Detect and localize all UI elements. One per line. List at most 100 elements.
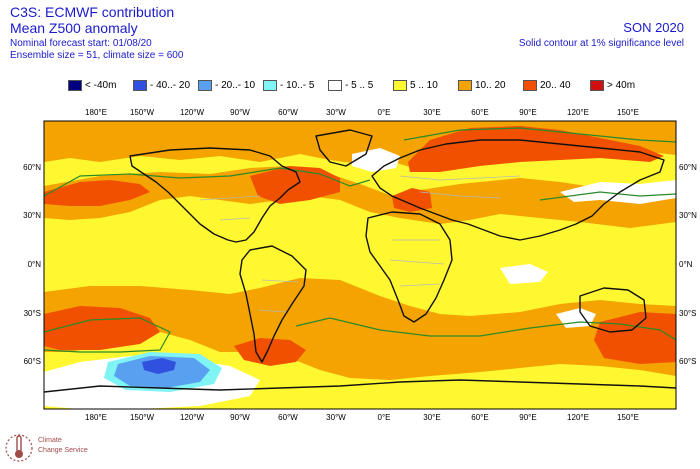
legend-label: - 20..- 10 [215, 80, 256, 91]
lon-label: 120°E [567, 108, 589, 117]
significance-contour-s-pacific [44, 317, 171, 353]
anomaly-neutral-siberia [560, 180, 676, 204]
significance-contour-southern [295, 317, 676, 341]
lon-label: 60°W [278, 108, 298, 117]
lon-label: 90°E [519, 413, 536, 422]
coast-australia [579, 287, 647, 333]
legend-swatch [328, 80, 342, 91]
legend-item: - 40..- 20 [133, 80, 190, 91]
forecast-start: Nominal forecast start: 01/08/20 [10, 38, 152, 49]
anomaly-20-40-south-pacific [44, 306, 160, 350]
logo-line-2: Change Service [38, 447, 88, 454]
legend-label: - 5 .. 5 [345, 80, 374, 91]
lon-label: 90°W [230, 413, 250, 422]
coast-greenland [315, 129, 373, 167]
border-lines [199, 175, 521, 313]
legend-item: 20.. 40 [523, 80, 571, 91]
legend-label: 20.. 40 [540, 80, 571, 91]
legend-swatch [458, 80, 472, 91]
legend-label: > 40m [607, 80, 636, 91]
lat-label: 0°N [28, 260, 42, 269]
lon-label: 0°E [378, 108, 391, 117]
coast-antarctica [44, 379, 676, 393]
legend-swatch [393, 80, 407, 91]
color-legend: < -40m - 40..- 20 - 20..- 10 - 10..- 5 -… [0, 80, 700, 100]
lon-label: 30°E [423, 413, 440, 422]
anomaly-map: 180°E 150°W 120°W 90°W 60°W 30°W 0°E 30°… [23, 108, 697, 422]
map-title: C3S: ECMWF contribution [10, 4, 175, 20]
lon-label: 150°E [617, 108, 639, 117]
legend-swatch [263, 80, 277, 91]
legend-label: - 10..- 5 [280, 80, 315, 91]
lon-label: 30°W [326, 413, 346, 422]
legend-item: > 40m [590, 80, 635, 91]
coast-africa [365, 211, 453, 323]
legend-item: < -40m [68, 80, 116, 91]
coast-north-america [129, 147, 301, 243]
anomaly-minus-40-20 [142, 358, 176, 374]
country-borders [199, 175, 521, 313]
significance-contour-eurasia [403, 127, 676, 143]
lon-label: 120°E [567, 413, 589, 422]
legend-swatch [590, 80, 604, 91]
lon-label: 30°W [326, 108, 346, 117]
top-lon-labels: 180°E 150°W 120°W 90°W 60°W 30°W 0°E 30°… [85, 108, 639, 117]
lat-label: 60°S [679, 357, 696, 366]
legend-swatch [523, 80, 537, 91]
map-subtitle: Mean Z500 anomaly [10, 20, 138, 36]
legend-label: 5 .. 10 [410, 80, 438, 91]
anomaly-20-40-north-pacific [44, 180, 150, 206]
map-frame [43, 120, 677, 410]
lon-label: 150°E [617, 413, 639, 422]
anomaly-field [44, 121, 676, 409]
legend-label: - 40..- 20 [150, 80, 191, 91]
anomaly-10-20-midlat-band [44, 166, 676, 228]
lat-label: 0°N [679, 260, 693, 269]
anomaly-20-40-south-atlantic [234, 338, 306, 366]
season-label: SON 2020 [623, 20, 684, 35]
thermometer-icon [5, 434, 33, 462]
legend-swatch [133, 80, 147, 91]
anomaly-neutral-indian-ocean [500, 264, 548, 284]
lon-label: 120°W [180, 413, 205, 422]
lon-label: 180°E [85, 413, 107, 422]
legend-label: 10.. 20 [475, 80, 506, 91]
lon-label: 90°W [230, 108, 250, 117]
anomaly-10-20-south-band [44, 278, 676, 380]
anomaly-neutral-s-indian [556, 308, 596, 328]
left-lat-labels: 60°N 30°N 0°N 30°S 60°S [23, 163, 41, 366]
legend-label: < -40m [85, 80, 117, 91]
lat-label: 30°S [24, 309, 41, 318]
lon-label: 90°E [519, 108, 536, 117]
lat-label: 60°S [24, 357, 41, 366]
coast-south-america [239, 245, 307, 363]
logo-text: Climate Change Service [38, 436, 88, 456]
legend-item: 5 .. 10 [393, 80, 438, 91]
lat-label: 30°N [23, 211, 41, 220]
anomaly-20-40-tasman [594, 312, 676, 364]
significance-contour-north [44, 167, 371, 197]
legend-item: - 20..- 10 [198, 80, 255, 91]
lat-label: 30°S [679, 309, 696, 318]
anomaly-20-40-mediterranean [392, 188, 432, 212]
lon-label: 180°E [85, 108, 107, 117]
significance-note: Solid contour at 1% significance level [518, 38, 684, 49]
legend-item: - 5 .. 5 [328, 80, 373, 91]
lon-label: 150°W [130, 413, 155, 422]
copernicus-logo: Climate Change Service [4, 428, 114, 466]
lon-label: 30°E [423, 108, 440, 117]
significance-contour-asia [539, 191, 676, 201]
lon-label: 150°W [130, 108, 155, 117]
lon-label: 60°E [471, 413, 488, 422]
legend-item: - 10..- 5 [263, 80, 314, 91]
coastlines [44, 129, 676, 393]
lon-label: 60°E [471, 108, 488, 117]
bottom-lon-labels: 180°E 150°W 120°W 90°W 60°W 30°W 0°E 30°… [85, 413, 639, 422]
lat-label: 60°N [23, 163, 41, 172]
lat-label: 30°N [679, 211, 697, 220]
right-lat-labels: 60°N 30°N 0°N 30°S 60°S [679, 163, 697, 366]
lon-label: 60°W [278, 413, 298, 422]
legend-item: 10.. 20 [458, 80, 506, 91]
coast-eurasia [371, 139, 665, 241]
ensemble-size: Ensemble size = 51, climate size = 600 [10, 50, 184, 61]
